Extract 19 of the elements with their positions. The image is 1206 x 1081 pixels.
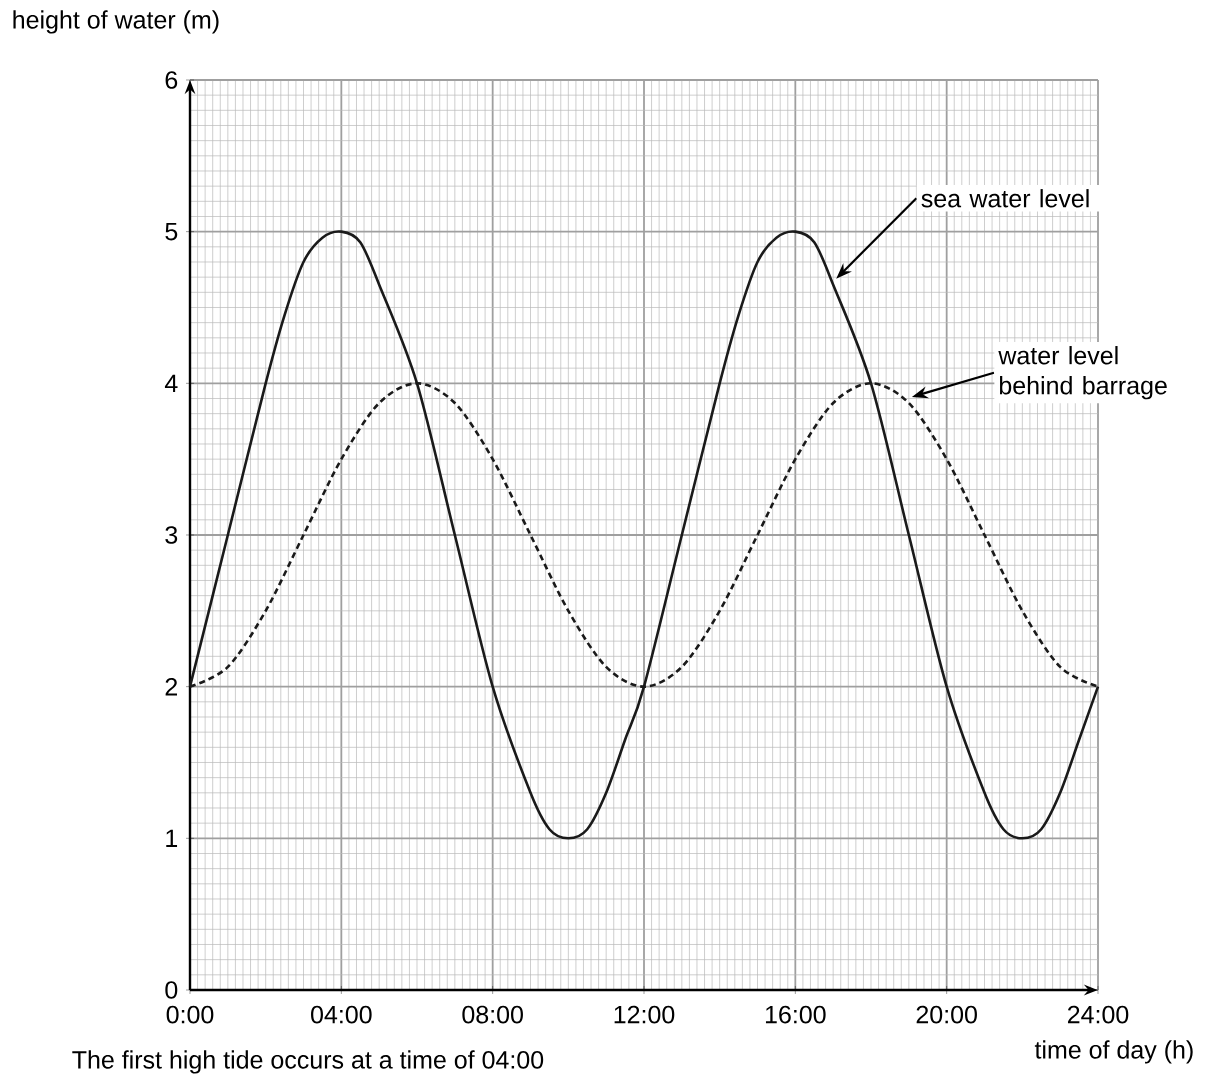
- x-axis-title: time of day (h): [1034, 1040, 1193, 1064]
- y-tick-label: 0: [165, 981, 178, 999]
- text: sea water level: [921, 189, 1089, 208]
- x-tick-label: 08:00: [462, 1005, 523, 1024]
- x-tick-label: 20:00: [916, 1005, 977, 1024]
- text: The first high tide occurs at a time of 04:00: [72, 1050, 544, 1074]
- x-tick-label: 12:00: [614, 1005, 675, 1024]
- x-tick-label: 04:00: [311, 1005, 372, 1024]
- y-tick-label: 1: [166, 829, 178, 847]
- y-tick-label: 6: [165, 71, 178, 89]
- x-tick-label: 24:00: [1067, 1005, 1129, 1024]
- y-tick-label: 5: [165, 222, 178, 241]
- y-tick-label: 4: [164, 374, 178, 392]
- x-tick-label: 0:00: [166, 1005, 214, 1024]
- y-tick-label: 3: [165, 526, 178, 544]
- y-axis-title: height of water (m): [13, 10, 219, 34]
- x-tick-label: 16:00: [765, 1005, 826, 1024]
- y-tick-label: 2: [165, 677, 178, 696]
- text: water level behind barrage: [998, 346, 1167, 400]
